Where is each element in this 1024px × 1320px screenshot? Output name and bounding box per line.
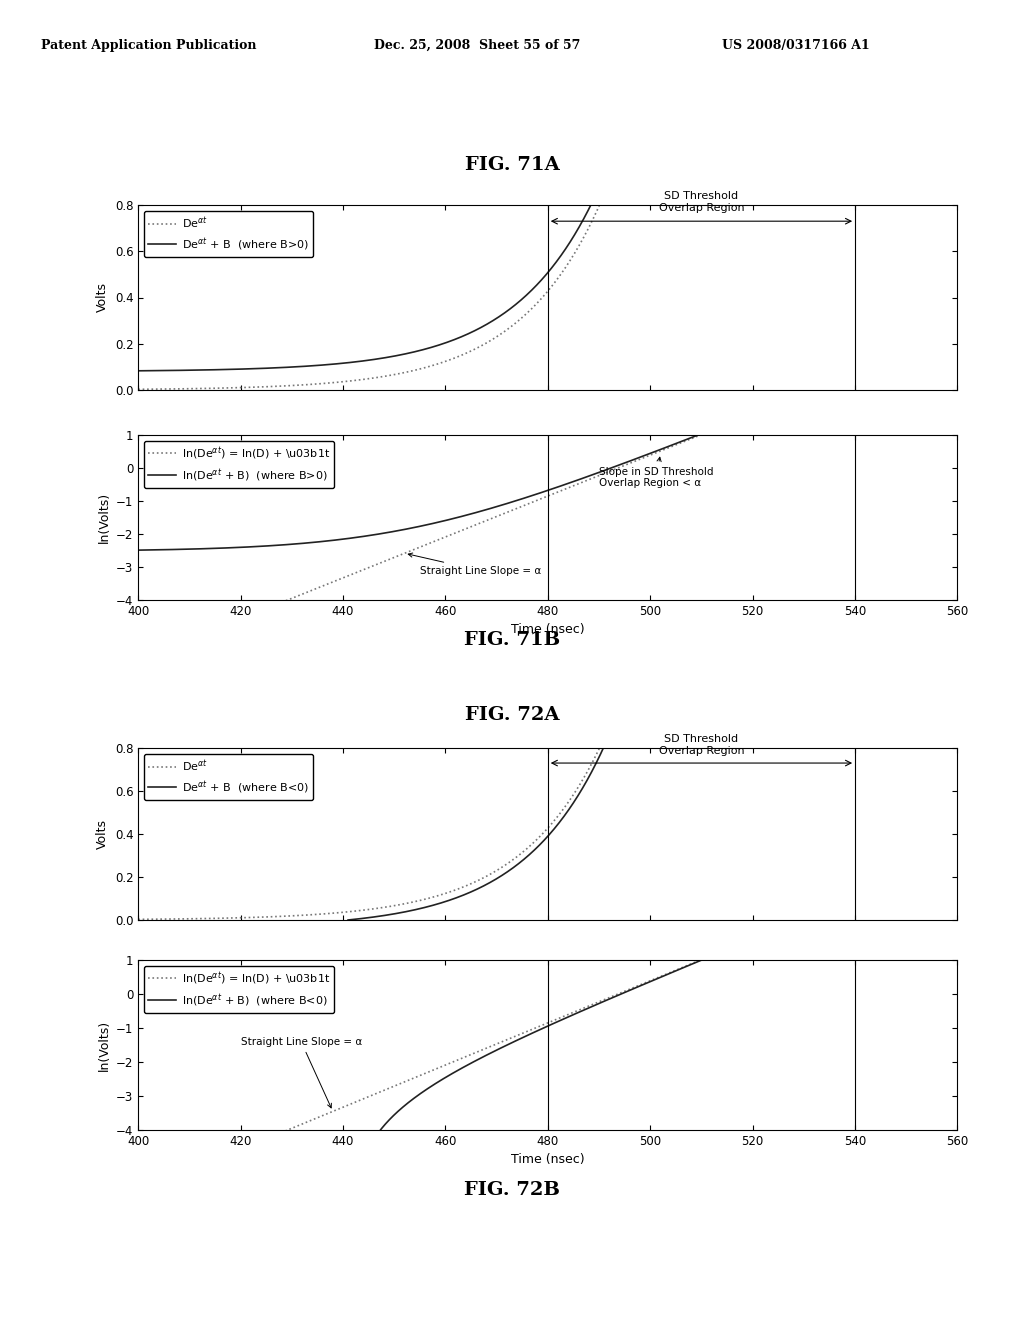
Legend: De$^{\alpha t}$, De$^{\alpha t}$ + B  (where B<0): De$^{\alpha t}$, De$^{\alpha t}$ + B (wh…: [143, 754, 313, 800]
Legend: ln(De$^{\alpha t}$) = ln(D) + \u03b1t, ln(De$^{\alpha t}$ + B)  (where B<0): ln(De$^{\alpha t}$) = ln(D) + \u03b1t, l…: [143, 965, 334, 1014]
Text: Dec. 25, 2008  Sheet 55 of 57: Dec. 25, 2008 Sheet 55 of 57: [374, 38, 581, 51]
Text: Straight Line Slope = α: Straight Line Slope = α: [409, 553, 541, 576]
Text: Slope in SD Threshold
Overlap Region < α: Slope in SD Threshold Overlap Region < α: [599, 457, 714, 488]
Y-axis label: Volts: Volts: [96, 282, 110, 313]
X-axis label: Time (nsec): Time (nsec): [511, 623, 585, 636]
Text: US 2008/0317166 A1: US 2008/0317166 A1: [722, 38, 869, 51]
Legend: ln(De$^{\alpha t}$) = ln(D) + \u03b1t, ln(De$^{\alpha t}$ + B)  (where B>0): ln(De$^{\alpha t}$) = ln(D) + \u03b1t, l…: [143, 441, 334, 488]
Y-axis label: ln(Volts): ln(Volts): [97, 492, 111, 543]
Legend: De$^{\alpha t}$, De$^{\alpha t}$ + B  (where B>0): De$^{\alpha t}$, De$^{\alpha t}$ + B (wh…: [143, 211, 313, 257]
Text: FIG. 72A: FIG. 72A: [465, 706, 559, 723]
Text: FIG. 71A: FIG. 71A: [465, 156, 559, 174]
Text: Straight Line Slope = α: Straight Line Slope = α: [241, 1038, 361, 1107]
Text: FIG. 71B: FIG. 71B: [464, 631, 560, 649]
Text: SD Threshold
Overlap Region: SD Threshold Overlap Region: [658, 191, 744, 213]
Text: FIG. 72B: FIG. 72B: [464, 1181, 560, 1199]
Text: SD Threshold
Overlap Region: SD Threshold Overlap Region: [658, 734, 744, 755]
Text: Patent Application Publication: Patent Application Publication: [41, 38, 256, 51]
Y-axis label: ln(Volts): ln(Volts): [97, 1019, 111, 1071]
Y-axis label: Volts: Volts: [96, 818, 110, 849]
X-axis label: Time (nsec): Time (nsec): [511, 1154, 585, 1167]
